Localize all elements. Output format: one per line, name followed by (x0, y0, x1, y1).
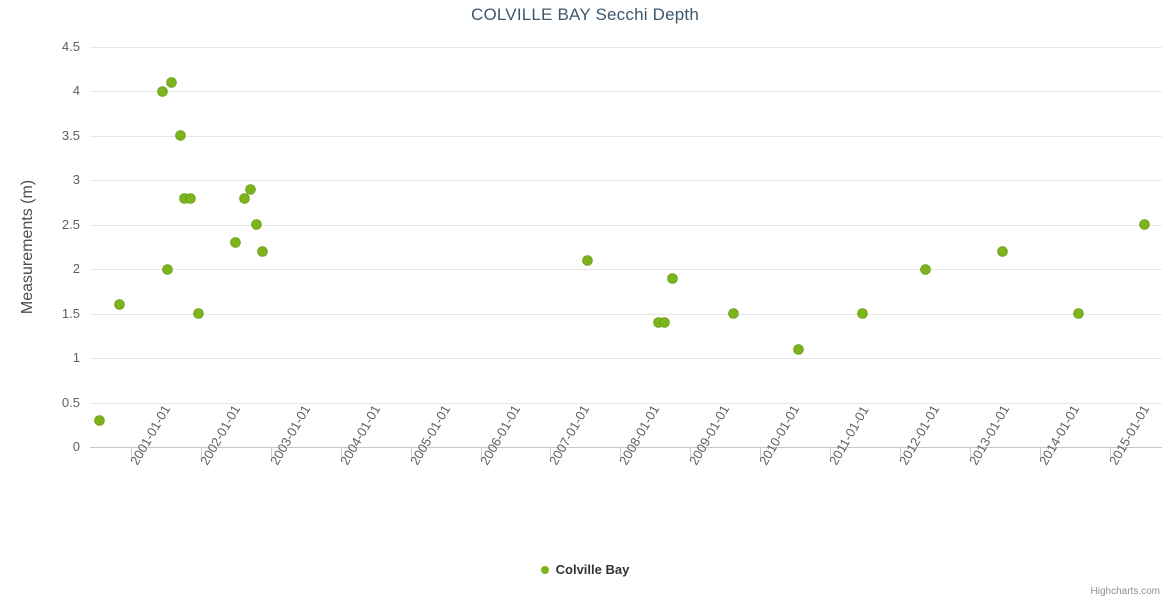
x-axis-tick-label: 2004-01-01 (336, 402, 383, 468)
legend[interactable]: Colville Bay (0, 562, 1170, 577)
gridline (90, 47, 1162, 48)
y-axis-tick-label: 4.5 (61, 39, 80, 54)
x-axis-tick-label: 2014-01-01 (1035, 402, 1083, 468)
x-axis-tick (480, 448, 482, 458)
data-point[interactable] (583, 255, 593, 265)
x-axis-tick (1109, 448, 1111, 458)
x-axis-tick-label: 2007-01-01 (546, 402, 593, 468)
x-axis-tick-label: 2015-01-01 (1105, 402, 1152, 468)
data-point[interactable] (793, 344, 803, 354)
data-point[interactable] (167, 78, 177, 88)
data-point[interactable] (158, 86, 168, 96)
x-axis-tick-label: 2002-01-01 (196, 402, 244, 468)
gridline (90, 135, 1162, 137)
data-point[interactable] (1139, 220, 1149, 230)
x-axis-tick-label: 2013-01-01 (965, 402, 1013, 468)
y-axis-tick-label: 0.5 (61, 394, 80, 410)
data-point[interactable] (258, 246, 268, 256)
x-axis-tick (1039, 448, 1041, 458)
data-point[interactable] (94, 415, 104, 425)
data-point[interactable] (668, 273, 678, 283)
data-point[interactable] (180, 193, 190, 203)
x-axis-tick (690, 448, 692, 458)
x-axis-tick-label: 2011-01-01 (826, 403, 872, 468)
x-axis-tick-label: 2008-01-01 (616, 402, 663, 468)
gridline (90, 402, 1162, 404)
data-point[interactable] (194, 309, 204, 319)
data-point[interactable] (998, 246, 1008, 256)
data-point[interactable] (175, 131, 185, 141)
data-point[interactable] (1073, 309, 1083, 319)
data-point[interactable] (252, 220, 262, 230)
data-point[interactable] (654, 318, 664, 328)
data-point[interactable] (239, 193, 249, 203)
x-axis-tick (830, 448, 832, 458)
x-axis-tick (550, 448, 552, 458)
y-axis-title: Measurements (m) (19, 179, 36, 315)
data-point[interactable] (921, 264, 931, 274)
y-axis-tick-label: 0 (72, 439, 80, 454)
legend-marker-icon (540, 565, 549, 574)
x-axis-tick-label: 2003-01-01 (266, 402, 313, 468)
x-axis-tick (620, 448, 622, 458)
credits-label[interactable]: Highcharts.com (1090, 586, 1160, 597)
y-axis-tick-label: 3.5 (61, 127, 80, 143)
chart-title: COLVILLE BAY Secchi Depth (470, 5, 699, 24)
gridline (90, 358, 1162, 360)
legend-item-label[interactable]: Colville Bay (555, 562, 630, 577)
x-axis-tick (270, 448, 272, 458)
y-axis-tick-label: 1.5 (61, 305, 80, 321)
x-axis-tick-label: 2005-01-01 (406, 402, 453, 468)
data-point[interactable] (230, 238, 240, 248)
x-axis-tick (340, 448, 342, 458)
x-axis-tick (899, 448, 901, 458)
y-axis-tick-label: 3 (72, 172, 80, 188)
x-axis-tick (760, 448, 762, 458)
x-axis-tick-label: 2009-01-01 (686, 402, 733, 468)
x-axis-tick (410, 448, 412, 458)
y-axis-tick-label: 2.5 (61, 216, 80, 232)
y-axis-tick-label: 4 (72, 83, 80, 99)
data-point[interactable] (162, 264, 172, 274)
data-point[interactable] (114, 300, 124, 310)
x-axis-tick-label: 2012-01-01 (895, 402, 943, 468)
data-point[interactable] (660, 318, 670, 328)
data-point[interactable] (186, 193, 196, 203)
gridline (90, 224, 1162, 226)
x-axis-tick-label: 2006-01-01 (476, 402, 523, 468)
x-axis-tick (969, 448, 971, 458)
y-axis-tick-label: 2 (72, 261, 80, 277)
x-axis-tick-label: 2001-01-01 (126, 402, 174, 468)
gridline (90, 180, 1162, 182)
gridline (90, 447, 1162, 448)
gridline (90, 91, 1162, 93)
plot-area: 0 0.5 1 1.5 2 2.5 3 3.5 4 4.5 2001-01-01 2002-01-01… (62, 40, 1162, 468)
data-point[interactable] (246, 184, 256, 194)
data-point[interactable] (858, 309, 868, 319)
gridline (90, 269, 1162, 271)
x-axis-tick (200, 448, 202, 458)
data-point[interactable] (729, 309, 739, 319)
x-axis-tick-label: 2010-01-01 (756, 402, 803, 468)
x-axis-tick (130, 448, 132, 458)
y-axis-tick-label: 1 (72, 350, 80, 366)
gridline (90, 313, 1162, 315)
